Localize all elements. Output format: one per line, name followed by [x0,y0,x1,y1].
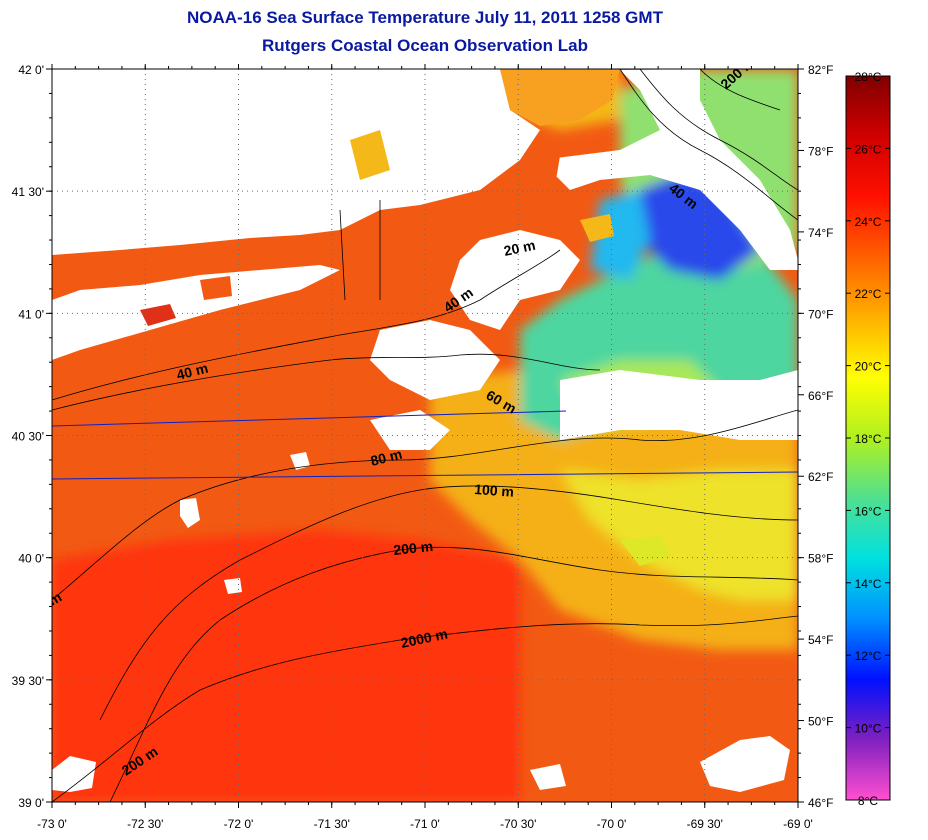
contour-river-2 [339,209,346,301]
depth-label: 80 m [369,446,404,469]
lat-tick-label: 41 0' [18,307,44,321]
lon-tick-label: -70 30' [500,817,536,831]
colorbar-tick-label: 10°C [855,722,882,736]
lat-tick-label: 39 0' [18,796,44,810]
lat-tick-label: 41 30' [12,185,44,199]
f-tick-label: 62°F [808,470,833,484]
f-tick-label: 58°F [808,552,833,566]
f-tick-label: 66°F [808,389,833,403]
axis-labels: -73 0' -72 30' -72 0' -71 30' -71 0' -70 30' -… [12,63,834,831]
f-tick-label: 74°F [808,226,833,240]
colorbar-tick-label: 8°C [858,794,878,808]
f-tick-label: 46°F [808,796,833,810]
colorbar-tick-label: 28°C [855,70,882,84]
long-island-north [52,265,340,360]
contour-ne-1 [619,69,798,221]
cloud-sw [52,756,96,792]
contour-2000m [52,615,798,802]
figure-subtitle: Rutgers Coastal Ocean Observation Lab [262,36,588,55]
colorbar-tick-label: 14°C [855,577,882,591]
cloud-small-1 [370,410,450,450]
contour-60m [52,353,601,411]
depth-label: 200 m [393,538,434,558]
cloud-se [700,736,790,792]
colorbar-ticks [846,75,890,801]
lat-tick-label: 40 0' [18,552,44,566]
colorbar-tick-label: 12°C [855,649,882,663]
colorbar-tick-label: 24°C [855,215,882,229]
long-island-south-shore [52,305,270,385]
colorbar-tick-label: 18°C [855,432,882,446]
new-england-land [52,69,540,255]
lat-tick-label: 42 0' [18,63,44,77]
lon-tick-label: -69 30' [687,817,723,831]
contour-100m [99,485,798,721]
cloud-small-4 [224,578,242,594]
graticule [52,69,798,802]
figure-title: NOAA-16 Sea Surface Temperature July 11,… [187,8,663,27]
bathymetry-contours [52,69,798,802]
axis-ticks [46,64,804,808]
contour-40m-west [52,249,561,401]
land-and-cloud [52,69,798,792]
cloud-mid [370,320,500,400]
depth-label: 40 m [175,360,210,383]
lon-tick-label: -69 0' [783,817,813,831]
sea-coldest-area [640,170,760,280]
contour-200m [109,546,798,802]
colorbar-tick-label: 22°C [855,287,882,301]
colorbar-tick-label: 26°C [855,142,882,156]
f-tick-label: 70°F [808,307,833,321]
depth-label: 100 m [474,481,515,500]
depth-label: 20 m [502,237,537,259]
cloud-shelf [560,370,798,440]
sst-raster: 20 m 40 m 40 m 40 m 60 m 80 m 100 m 200 … [52,69,798,802]
lon-tick-label: -72 0' [224,817,254,831]
lon-tick-label: -70 0' [597,817,627,831]
contour-ne-2 [639,69,798,191]
cloud-s [530,764,566,790]
colorbar-tick-label: 16°C [855,504,882,518]
f-tick-label: 50°F [808,715,833,729]
cloud-sound [450,230,580,330]
colorbar-labels: 28°C 26°C 24°C 22°C 20°C 18°C 16°C 14°C 12°C 10°C… [855,70,882,808]
contour-ne-3 [699,69,781,111]
lon-tick-label: -72 30' [127,817,163,831]
colorbar [845,75,891,801]
transect-line-south [52,471,798,480]
sea-warmest-area [52,530,520,802]
cloud-small-3 [290,452,310,470]
colorbar-tick-label: 20°C [855,360,882,374]
f-tick-label: 82°F [808,63,833,77]
cape-cod [540,69,798,270]
cool-patch [620,536,670,566]
lat-tick-label: 40 30' [12,430,44,444]
lat-tick-label: 39 30' [12,674,44,688]
f-tick-label: 54°F [808,633,833,647]
lon-tick-label: -71 0' [410,817,440,831]
cloud-small-2 [180,498,200,528]
warm-islands [140,69,620,326]
sea-cyan-area [590,190,650,280]
transect-line-north [52,410,567,427]
lon-tick-label: -71 30' [314,817,350,831]
contour-80m [52,409,798,601]
f-tick-label: 78°F [808,144,833,158]
lon-tick-label: -73 0' [37,817,67,831]
sea-cooler-band [560,470,798,600]
